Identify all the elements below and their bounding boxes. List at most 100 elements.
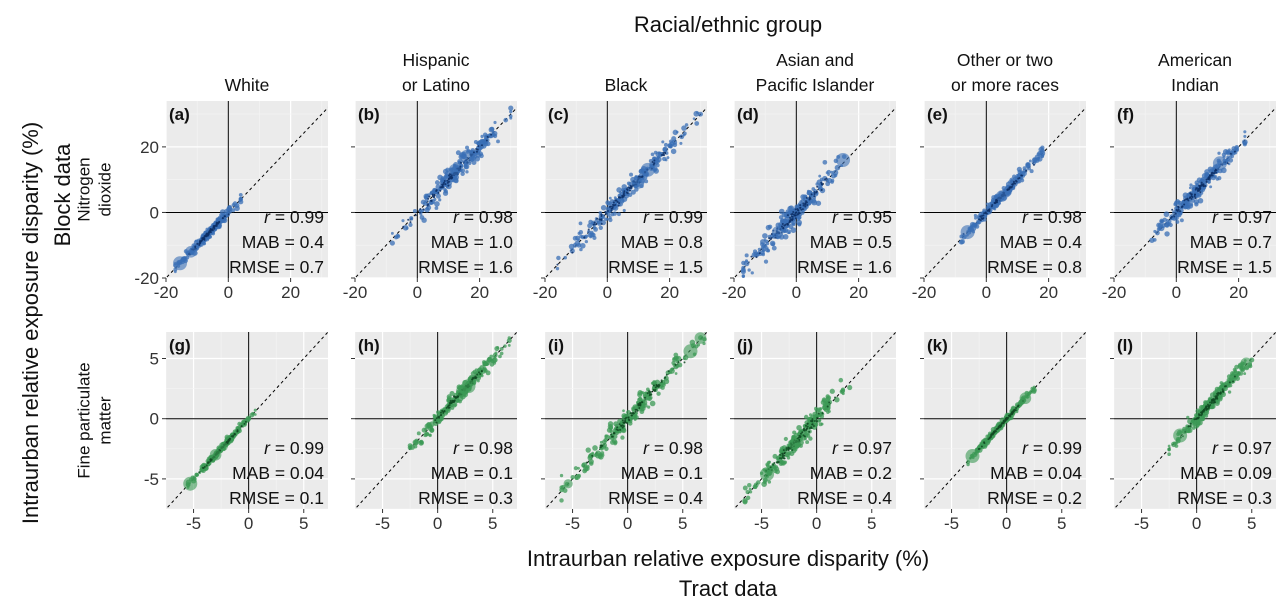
panel-label: (l): [1117, 336, 1133, 355]
data-point: [493, 120, 497, 125]
data-point: [828, 401, 831, 404]
data-point: [418, 440, 422, 444]
data-point: [608, 217, 613, 223]
data-point: [425, 206, 429, 210]
data-point-large: [448, 164, 461, 176]
data-point: [765, 224, 772, 231]
data-point: [786, 229, 791, 235]
data-point: [1039, 152, 1045, 158]
data-point: [811, 418, 814, 421]
data-point: [474, 368, 479, 372]
data-point: [803, 207, 807, 211]
column-headers: White Hispanic or Latino Black Asian and Paci…: [225, 50, 1232, 95]
data-point: [209, 460, 212, 463]
data-point: [800, 432, 803, 435]
column-header: Indian: [1171, 75, 1219, 95]
data-point: [235, 426, 240, 431]
data-point: [780, 225, 783, 228]
data-point: [443, 175, 448, 180]
data-point: [1149, 237, 1155, 243]
data-point: [604, 434, 610, 440]
data-point: [482, 361, 488, 367]
stat-rmse: RMSE = 1.5: [1177, 257, 1272, 277]
stat-mab: MAB = 0.04: [232, 463, 324, 483]
data-point: [485, 139, 488, 142]
row-header: Fine particulate: [75, 362, 94, 478]
data-point: [474, 375, 477, 378]
data-point: [1002, 421, 1005, 424]
data-point: [569, 248, 575, 254]
data-point: [231, 203, 236, 207]
x-tick-label: 20: [660, 283, 679, 302]
data-point: [606, 427, 613, 433]
panel-label: (f): [1117, 105, 1134, 124]
data-point: [1173, 215, 1176, 218]
data-point-large: [836, 153, 851, 167]
data-point: [477, 145, 480, 148]
data-point: [631, 411, 634, 414]
data-point: [1167, 447, 1171, 452]
data-point: [1212, 401, 1215, 404]
stat-r: r = 0.99: [264, 207, 324, 227]
data-point: [584, 239, 589, 244]
y-tick-label: 0: [150, 203, 159, 222]
data-point: [772, 463, 775, 466]
data-point: [806, 422, 809, 425]
data-point: [1028, 159, 1032, 163]
data-point: [663, 151, 666, 154]
data-point: [1227, 390, 1232, 394]
data-point: [991, 432, 994, 435]
data-point: [696, 111, 699, 114]
data-point: [440, 414, 443, 417]
data-point: [234, 202, 240, 208]
data-point: [650, 152, 655, 157]
data-point: [804, 205, 807, 208]
data-point: [674, 372, 678, 375]
data-point: [194, 245, 197, 248]
stat-rmse: RMSE = 0.8: [987, 257, 1082, 277]
data-point: [430, 199, 433, 202]
y-tick-label: -20: [134, 269, 159, 288]
points: [407, 336, 512, 451]
data-point: [663, 142, 668, 147]
data-point: [652, 384, 655, 387]
data-point: [207, 232, 210, 235]
data-point: [610, 435, 613, 438]
data-point: [484, 134, 489, 140]
data-point: [971, 223, 976, 228]
data-point: [974, 216, 978, 220]
data-point: [604, 210, 607, 213]
data-point: [796, 424, 802, 431]
data-point: [994, 201, 997, 204]
data-point: [615, 428, 618, 431]
data-point: [198, 242, 201, 245]
data-point: [496, 139, 500, 144]
data-point: [630, 415, 634, 419]
data-point: [654, 386, 657, 389]
data-point: [1196, 177, 1203, 183]
data-point-large: [788, 438, 801, 450]
data-point: [221, 216, 224, 219]
data-point: [778, 457, 781, 460]
data-point: [1243, 130, 1247, 134]
data-point: [201, 238, 204, 241]
x-tick-label: 0: [224, 283, 233, 302]
data-point: [788, 205, 795, 211]
data-point: [1216, 394, 1219, 397]
data-point: [662, 151, 665, 154]
data-point: [482, 140, 487, 145]
data-point: [479, 365, 485, 371]
data-point: [1188, 197, 1191, 200]
panel-j: (j) r = 0.97 MAB = 0.2 RMSE = 0.4 -5 0 5: [730, 332, 896, 533]
data-point: [243, 422, 246, 425]
data-point: [804, 202, 807, 205]
data-point: [599, 444, 602, 447]
data-point: [979, 215, 982, 218]
data-point: [660, 153, 663, 156]
data-point: [830, 170, 834, 174]
data-point: [790, 227, 797, 234]
data-point: [741, 275, 745, 278]
data-point: [782, 449, 785, 452]
data-point: [434, 201, 440, 207]
data-point: [808, 198, 811, 201]
